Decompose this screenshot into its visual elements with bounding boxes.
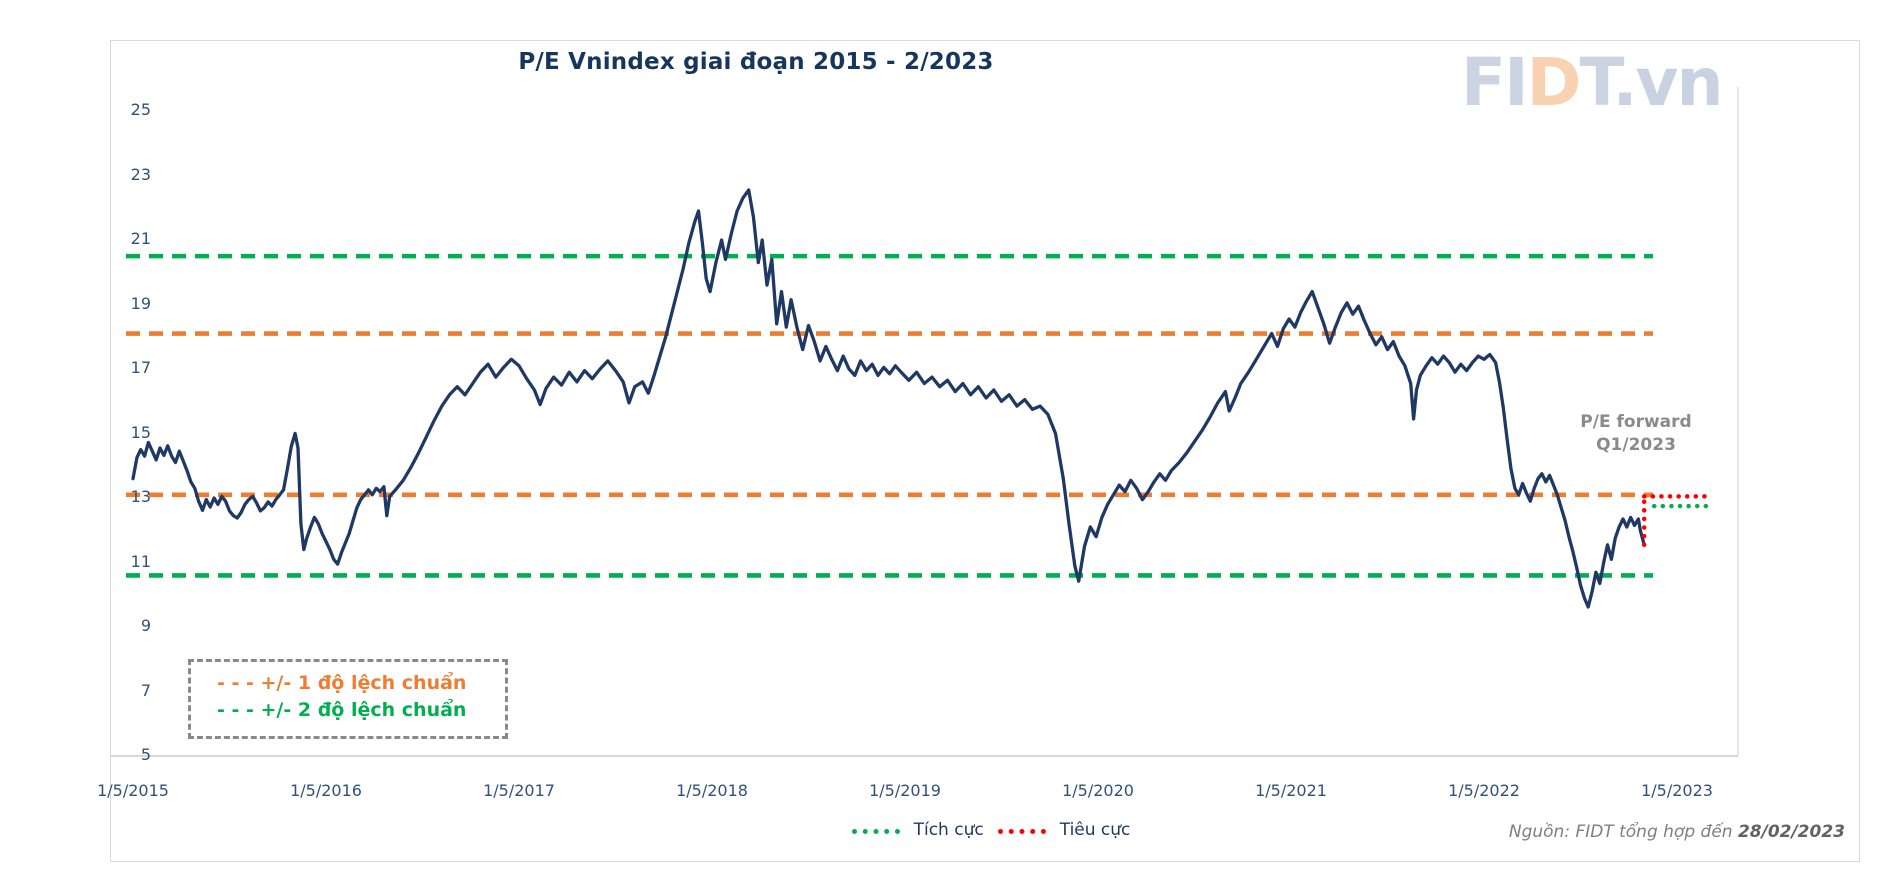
plot-area [111, 87, 1739, 757]
std-deviation-legend-box: - - - +/- 1 độ lệch chuẩn - - - +/- 2 độ… [188, 659, 508, 739]
source-note: Nguồn: FIDT tổng hợp đến 28/02/2023 [1509, 822, 1845, 842]
x-axis-label-6: 1/5/2021 [1255, 781, 1327, 800]
positive-dotted-line-icon [851, 828, 900, 834]
y-axis-label-25: 25 [130, 100, 151, 119]
x-axis-label-7: 1/5/2022 [1448, 781, 1520, 800]
x-axis-label-2: 1/5/2017 [483, 781, 555, 800]
logo-text-d: D [1526, 44, 1582, 121]
scenario-legend: Tích cực Tiêu cực [751, 820, 1231, 840]
x-axis-label-0: 1/5/2015 [97, 781, 169, 800]
x-axis-label-5: 1/5/2020 [1062, 781, 1134, 800]
chart-card: P/E Vnindex giai đoạn 2015 - 2/2023 FIDT… [97, 40, 1860, 862]
forward-pe-annotation-line1: P/E forward [1580, 412, 1692, 432]
y-axis-label-17: 17 [130, 358, 151, 377]
y-axis-label-9: 9 [140, 616, 151, 635]
x-axis-label-8: 1/5/2023 [1641, 781, 1713, 800]
x-axis-label-3: 1/5/2018 [676, 781, 748, 800]
legend-row-2sd: - - - +/- 2 độ lệch chuẩn [217, 697, 505, 724]
negative-dotted-line-icon [997, 828, 1046, 834]
x-axis-label-4: 1/5/2019 [869, 781, 941, 800]
legend-row-2sd-label: +/- 2 độ lệch chuẩn [260, 698, 467, 721]
logo-text-t: T [1579, 44, 1614, 121]
y-axis-label-23: 23 [130, 164, 151, 184]
legend-row-1sd: - - - +/- 1 độ lệch chuẩn [217, 670, 505, 697]
x-axis-label-1: 1/5/2016 [290, 781, 362, 800]
y-axis-label-19: 19 [130, 293, 151, 313]
pe-series-line [131, 188, 1646, 609]
logo-text-fi: FI [1461, 44, 1529, 121]
dash-sample-green: - - - [217, 698, 254, 721]
y-axis-label-15: 15 [130, 422, 151, 442]
y-axis-label-7: 7 [140, 680, 151, 700]
y-axis-label-11: 11 [130, 551, 151, 571]
source-note-date: 28/02/2023 [1737, 822, 1845, 842]
logo-text-vn: .vn [1612, 44, 1723, 121]
negative-scenario-label: Tiêu cực [1059, 820, 1131, 840]
source-note-prefix: Nguồn: FIDT tổng hợp đến [1508, 822, 1738, 842]
y-axis-label-5: 5 [140, 745, 151, 764]
chart-title: P/E Vnindex giai đoạn 2015 - 2/2023 [518, 49, 994, 75]
legend-row-1sd-label: +/- 1 độ lệch chuẩn [260, 672, 467, 694]
positive-scenario-label: Tích cực [913, 820, 984, 840]
y-axis-label-21: 21 [130, 229, 151, 248]
dash-sample-orange: - - - [217, 672, 254, 694]
forward-pe-annotation: P/E forward Q1/2023 [1556, 411, 1716, 457]
forward-pe-annotation-line2: Q1/2023 [1596, 434, 1676, 455]
y-axis-label-13: 13 [130, 487, 151, 506]
fidt-logo: FIDT.vn [1461, 44, 1841, 121]
